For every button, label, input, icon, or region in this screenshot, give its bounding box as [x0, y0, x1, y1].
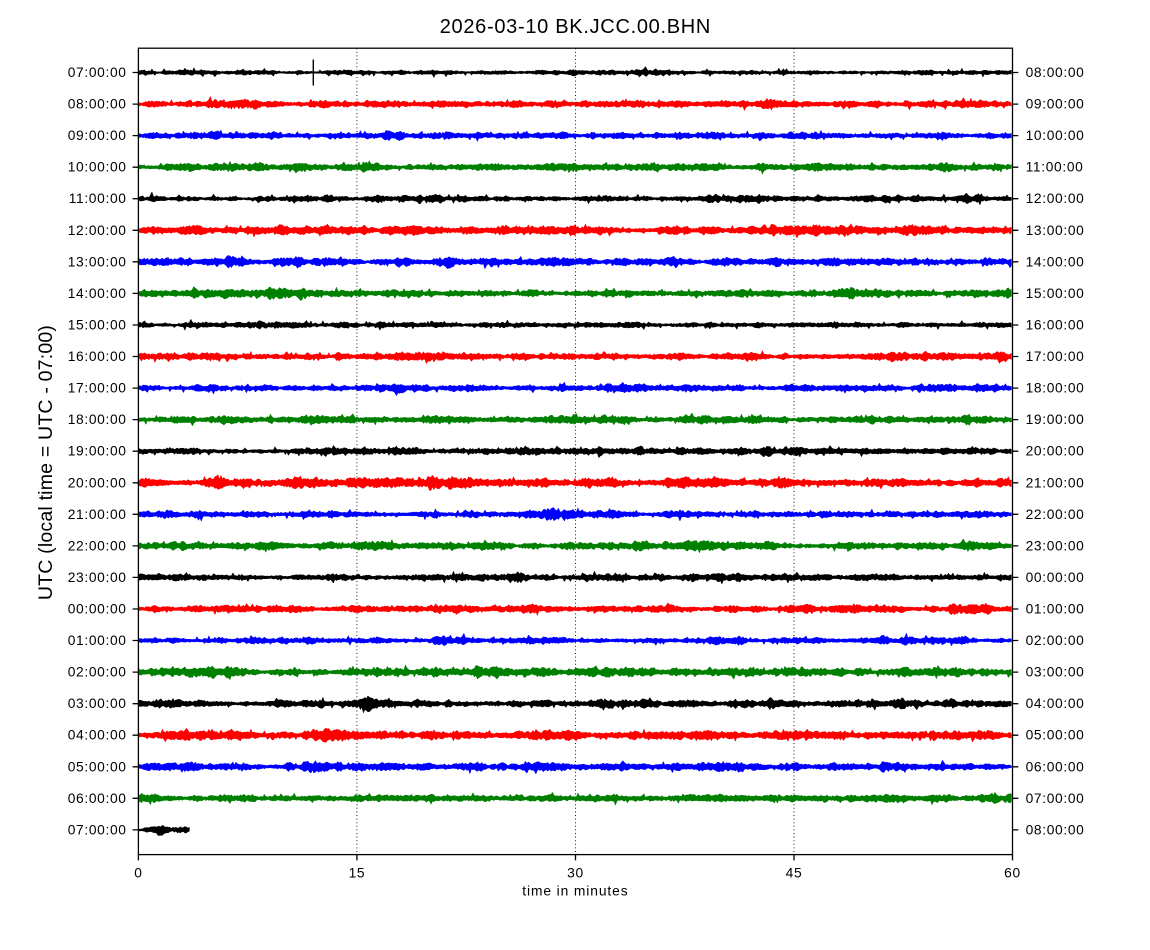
svg-text:07:00:00: 07:00:00	[68, 65, 127, 80]
svg-text:03:00:00: 03:00:00	[68, 696, 127, 711]
svg-text:14:00:00: 14:00:00	[68, 286, 127, 301]
svg-text:05:00:00: 05:00:00	[1026, 728, 1085, 743]
svg-text:22:00:00: 22:00:00	[68, 538, 127, 553]
svg-text:04:00:00: 04:00:00	[68, 728, 127, 743]
svg-text:08:00:00: 08:00:00	[1026, 822, 1085, 837]
svg-text:15:00:00: 15:00:00	[1026, 286, 1085, 301]
svg-text:08:00:00: 08:00:00	[1026, 65, 1085, 80]
svg-text:10:00:00: 10:00:00	[68, 160, 127, 175]
svg-text:13:00:00: 13:00:00	[68, 254, 127, 269]
svg-text:17:00:00: 17:00:00	[68, 381, 127, 396]
svg-text:01:00:00: 01:00:00	[68, 633, 127, 648]
svg-text:20:00:00: 20:00:00	[68, 475, 127, 490]
svg-text:00:00:00: 00:00:00	[1026, 570, 1085, 585]
svg-text:21:00:00: 21:00:00	[1026, 475, 1085, 490]
svg-text:07:00:00: 07:00:00	[1026, 791, 1085, 806]
svg-text:09:00:00: 09:00:00	[1026, 97, 1085, 112]
svg-text:20:00:00: 20:00:00	[1026, 444, 1085, 459]
svg-text:15:00:00: 15:00:00	[68, 318, 127, 333]
svg-text:09:00:00: 09:00:00	[68, 128, 127, 143]
svg-text:22:00:00: 22:00:00	[1026, 507, 1085, 522]
svg-text:23:00:00: 23:00:00	[1026, 538, 1085, 553]
svg-text:12:00:00: 12:00:00	[68, 223, 127, 238]
svg-text:UTC (local time = UTC - 07:00): UTC (local time = UTC - 07:00)	[35, 325, 57, 600]
svg-text:05:00:00: 05:00:00	[68, 759, 127, 774]
svg-text:18:00:00: 18:00:00	[68, 412, 127, 427]
svg-text:01:00:00: 01:00:00	[1026, 602, 1085, 617]
svg-text:10:00:00: 10:00:00	[1026, 128, 1085, 143]
svg-text:60: 60	[1004, 865, 1021, 880]
svg-text:19:00:00: 19:00:00	[1026, 412, 1085, 427]
svg-text:2026-03-10 BK.JCC.00.BHN: 2026-03-10 BK.JCC.00.BHN	[440, 16, 711, 38]
svg-text:17:00:00: 17:00:00	[1026, 349, 1085, 364]
svg-text:16:00:00: 16:00:00	[1026, 318, 1085, 333]
svg-text:14:00:00: 14:00:00	[1026, 254, 1085, 269]
svg-text:06:00:00: 06:00:00	[1026, 759, 1085, 774]
svg-text:15: 15	[349, 865, 366, 880]
svg-text:30: 30	[567, 865, 584, 880]
svg-text:19:00:00: 19:00:00	[68, 444, 127, 459]
svg-text:18:00:00: 18:00:00	[1026, 381, 1085, 396]
svg-text:07:00:00: 07:00:00	[68, 822, 127, 837]
svg-text:03:00:00: 03:00:00	[1026, 665, 1085, 680]
svg-text:16:00:00: 16:00:00	[68, 349, 127, 364]
svg-text:45: 45	[786, 865, 803, 880]
svg-text:12:00:00: 12:00:00	[1026, 191, 1085, 206]
svg-text:time in minutes: time in minutes	[522, 884, 628, 899]
svg-text:06:00:00: 06:00:00	[68, 791, 127, 806]
svg-text:00:00:00: 00:00:00	[68, 602, 127, 617]
svg-text:23:00:00: 23:00:00	[68, 570, 127, 585]
svg-text:02:00:00: 02:00:00	[68, 665, 127, 680]
svg-text:11:00:00: 11:00:00	[1026, 160, 1084, 175]
svg-text:21:00:00: 21:00:00	[68, 507, 127, 522]
svg-text:02:00:00: 02:00:00	[1026, 633, 1085, 648]
svg-text:04:00:00: 04:00:00	[1026, 696, 1085, 711]
svg-text:0: 0	[134, 865, 142, 880]
svg-text:11:00:00: 11:00:00	[69, 191, 127, 206]
svg-text:08:00:00: 08:00:00	[68, 97, 127, 112]
svg-text:13:00:00: 13:00:00	[1026, 223, 1085, 238]
